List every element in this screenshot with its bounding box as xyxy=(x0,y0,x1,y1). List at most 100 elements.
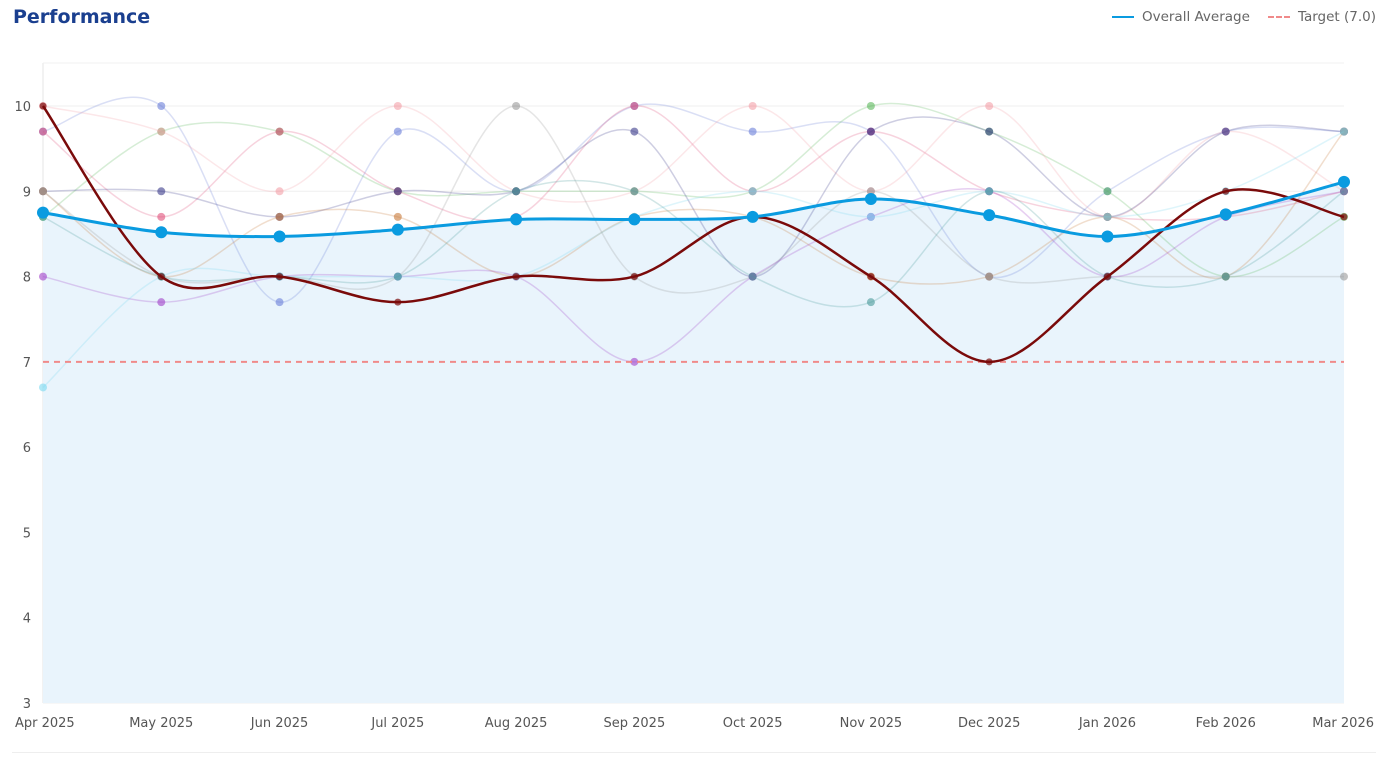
x-tick-label: Nov 2025 xyxy=(840,716,903,731)
series-point-6 xyxy=(866,187,875,196)
series-point-4 xyxy=(630,127,639,136)
series-point-9 xyxy=(866,298,875,307)
x-tick-label: Mar 2026 xyxy=(1312,716,1374,731)
average-point xyxy=(864,192,877,205)
series-point-9 xyxy=(985,187,994,196)
series-point-8 xyxy=(39,383,47,392)
series-point-6 xyxy=(39,187,47,196)
series-point-7 xyxy=(39,272,47,281)
average-point xyxy=(391,223,404,236)
legend: Overall Average Target (7.0) xyxy=(1111,9,1376,25)
y-tick-label: 9 xyxy=(23,185,31,200)
y-tick-label: 4 xyxy=(23,612,31,627)
average-point xyxy=(1338,175,1350,188)
series-point-4 xyxy=(866,127,875,136)
highlighted-series-point xyxy=(394,298,402,306)
legend-item-target[interactable]: Target (7.0) xyxy=(1267,9,1376,25)
y-tick-label: 6 xyxy=(23,441,31,456)
highlighted-series-point xyxy=(630,273,638,281)
average-point xyxy=(273,230,286,243)
average-point xyxy=(510,213,523,226)
series-point-0 xyxy=(748,127,757,136)
series-line-7 xyxy=(42,187,1345,363)
average-point xyxy=(1101,230,1114,243)
highlighted-series-point xyxy=(985,358,993,366)
highlighted-series-point xyxy=(276,273,284,281)
x-tick-label: Jun 2025 xyxy=(250,716,309,731)
average-point xyxy=(155,226,168,239)
series-point-1 xyxy=(1103,187,1112,196)
series-point-3 xyxy=(157,127,166,136)
x-tick-label: Dec 2025 xyxy=(958,716,1020,731)
series-point-0 xyxy=(275,298,284,307)
series-point-4 xyxy=(393,187,402,196)
series-point-5 xyxy=(275,212,284,221)
series-point-4 xyxy=(1221,127,1230,136)
legend-item-average[interactable]: Overall Average xyxy=(1111,9,1250,25)
average-area-fill xyxy=(43,181,1344,703)
average-point xyxy=(983,209,996,222)
y-tick-label: 5 xyxy=(23,526,31,541)
series-point-8 xyxy=(748,187,757,196)
series-point-2 xyxy=(157,212,166,221)
series-line-3 xyxy=(42,105,1345,218)
y-tick-label: 10 xyxy=(14,100,31,115)
x-tick-label: May 2025 xyxy=(129,716,193,731)
legend-label-target: Target (7.0) xyxy=(1297,9,1376,25)
series-point-1 xyxy=(866,102,875,110)
x-tick-label: Oct 2025 xyxy=(723,716,783,731)
series-point-2 xyxy=(39,127,47,136)
series-point-7 xyxy=(157,298,166,307)
series-point-6 xyxy=(1340,272,1348,281)
series-point-0 xyxy=(157,102,166,110)
average-point xyxy=(37,206,49,219)
series-point-9 xyxy=(1340,187,1348,196)
x-tick-label: Aug 2025 xyxy=(485,716,548,731)
legend-swatch-average xyxy=(1111,16,1134,18)
series-point-8 xyxy=(1340,127,1348,136)
y-tick-label: 8 xyxy=(23,271,31,286)
highlighted-series-point xyxy=(1103,273,1111,281)
series-point-2 xyxy=(275,127,284,136)
average-point xyxy=(746,210,759,223)
series-point-9 xyxy=(512,187,521,196)
series-point-9 xyxy=(630,187,639,196)
series-point-5 xyxy=(393,212,402,221)
series-point-9 xyxy=(393,272,402,281)
series-point-3 xyxy=(748,102,757,110)
series-point-8 xyxy=(1103,212,1112,221)
series-point-9 xyxy=(1221,272,1230,281)
highlighted-series-point xyxy=(39,102,47,110)
series-line-8 xyxy=(42,130,1345,388)
y-tick-label: 3 xyxy=(23,697,31,712)
series-point-8 xyxy=(866,212,875,221)
series-point-4 xyxy=(985,127,994,136)
series-point-7 xyxy=(630,357,639,366)
divider xyxy=(12,752,1376,753)
highlighted-series-point xyxy=(1222,187,1230,195)
highlighted-series-line xyxy=(41,105,1345,364)
series-point-6 xyxy=(985,272,994,281)
series-point-3 xyxy=(393,102,402,110)
series-point-3 xyxy=(985,102,994,110)
x-tick-label: Jan 2026 xyxy=(1078,716,1136,731)
series-line-1 xyxy=(42,102,1345,278)
average-point xyxy=(628,213,641,226)
series-point-0 xyxy=(393,127,402,136)
chart-title: Performance xyxy=(13,6,151,28)
highlighted-series-point xyxy=(157,273,165,281)
highlighted-series-point xyxy=(1340,213,1348,221)
x-tick-label: Jul 2025 xyxy=(370,716,424,731)
series-point-4 xyxy=(157,187,166,196)
legend-label-average: Overall Average xyxy=(1141,9,1250,25)
highlighted-series-point xyxy=(512,273,520,281)
average-line xyxy=(42,180,1345,239)
x-tick-label: Apr 2025 xyxy=(15,716,75,731)
average-point xyxy=(1219,208,1232,221)
x-tick-label: Sep 2025 xyxy=(604,716,666,731)
highlighted-series-point xyxy=(867,273,875,281)
series-point-2 xyxy=(630,102,639,110)
series-point-3 xyxy=(275,187,284,196)
